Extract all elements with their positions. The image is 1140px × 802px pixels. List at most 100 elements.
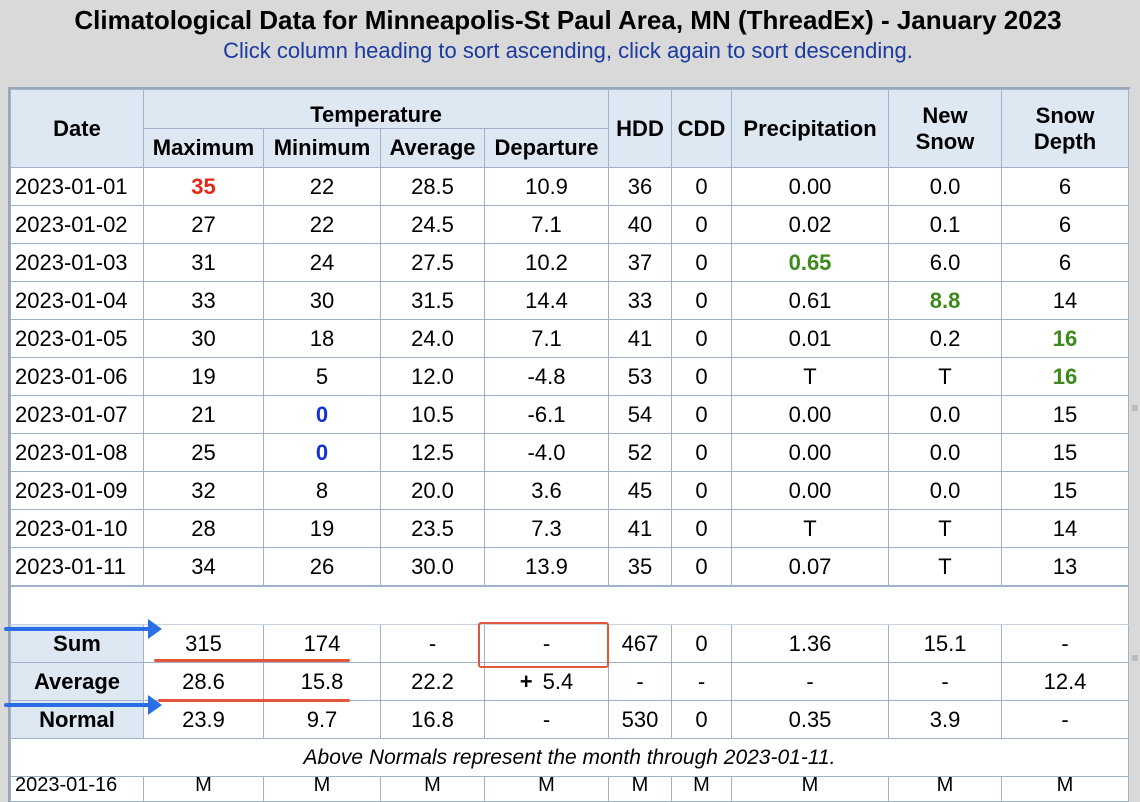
new-snow-cell: 8.8 (888, 281, 1003, 320)
min-cell: M (263, 776, 381, 802)
new-snow-cell: T (888, 357, 1003, 396)
min-cell: 9.7 (263, 700, 381, 739)
normals-note: Above Normals represent the month throug… (9, 738, 1130, 777)
summary-row-sum: Sum 315 174- -467 0 1.36 15.1- (10, 624, 1130, 663)
avg-cell: 28.5 (380, 167, 485, 206)
snow-depth-cell: 16 (1001, 357, 1130, 396)
normal-underline (158, 699, 350, 702)
new-snow-cell: 0.2 (888, 319, 1003, 358)
cdd-cell: 0 (671, 700, 733, 739)
column-header-snow-depth[interactable]: Snow Depth (1001, 89, 1130, 168)
cdd-cell: 0 (671, 471, 733, 510)
table-row: 2023-01-08 25 0 12.5 -4.0 52 0 0.00 0.0 15 (10, 433, 1130, 472)
summary-separator (9, 585, 1130, 625)
climate-table-container: Date Temperature HDD CDD Precipitation N… (8, 87, 1130, 802)
snow-depth-cell: 14 (1001, 509, 1130, 548)
min-cell: 15.8 (263, 662, 381, 701)
hdd-cell: 467 (608, 624, 673, 663)
max-cell: 35 (143, 167, 264, 206)
min-cell: 30 (263, 281, 381, 320)
average-arrow-icon (4, 627, 150, 631)
snow-depth-cell: 16 (1001, 319, 1130, 358)
precip-cell: 0.00 (731, 167, 890, 206)
date-cell: 2023-01-05 (10, 319, 144, 358)
table-row: 2023-01-11 34 26 30.0 13.9 35 0 0.07 T 13 (10, 547, 1130, 587)
snow-depth-cell: - (1001, 624, 1130, 663)
hdd-cell: 54 (608, 395, 673, 434)
precip-cell: 0.00 (731, 395, 890, 434)
avg-cell: 12.0 (380, 357, 485, 396)
table-row: 2023-01-02 27 22 24.5 7.1 40 0 0.02 0.1 6 (10, 205, 1130, 244)
new-snow-cell: 0.0 (888, 471, 1003, 510)
column-header-average[interactable]: Average (380, 128, 485, 168)
climate-table: Date Temperature HDD CDD Precipitation N… (9, 89, 1130, 802)
departure-cell: +5.4 (483, 662, 610, 701)
new-snow-cell: T (888, 547, 1003, 587)
column-header-minimum[interactable]: Minimum (263, 128, 381, 168)
avg-cell: 12.5 (380, 433, 485, 472)
new-snow-cell: 0.0 (888, 167, 1003, 206)
snow-depth-label-line2: Depth (1033, 128, 1097, 154)
min-cell: 0 (263, 433, 381, 472)
snow-depth-cell: 14 (1001, 281, 1130, 320)
column-header-date[interactable]: Date (10, 89, 144, 168)
precip-cell: - (731, 662, 890, 701)
summary-rows: Sum 315 174- -467 0 1.36 15.1- Average 28.6 15.8… (9, 585, 1130, 802)
snow-depth-cell: 6 (1001, 167, 1130, 206)
departure-cell: 13.9 (483, 547, 610, 587)
date-cell: 2023-01-07 (10, 395, 144, 434)
table-row-partial: 2023-01-16 M M M M M M M M M (10, 776, 1130, 802)
column-header-maximum[interactable]: Maximum (143, 128, 264, 168)
departure-cell: M (483, 776, 610, 802)
min-cell: 24 (263, 243, 381, 282)
snow-depth-cell: 15 (1001, 471, 1130, 510)
cdd-cell: 0 (671, 357, 733, 396)
max-cell: 33 (143, 281, 264, 320)
cdd-cell: 0 (671, 319, 733, 358)
table-row: 2023-01-06 19 5 12.0 -4.8 53 0 T T 16 (10, 357, 1130, 396)
column-header-new-snow[interactable]: New Snow (888, 89, 1003, 168)
cdd-cell: 0 (671, 167, 733, 206)
column-header-departure[interactable]: Departure (483, 128, 610, 168)
separator-cell (9, 585, 1130, 625)
max-cell: 28 (143, 509, 264, 548)
cdd-cell: 0 (671, 547, 733, 587)
summary-row-normal: Normal 23.9 9.7 16.8-530 0 0.35 3.9- (10, 700, 1130, 739)
precip-cell: 0.07 (731, 547, 890, 587)
precip-cell: 0.61 (731, 281, 890, 320)
avg-cell: 24.5 (380, 205, 485, 244)
precip-cell: 0.00 (731, 433, 890, 472)
hdd-cell: 53 (608, 357, 673, 396)
cdd-cell: 0 (671, 433, 733, 472)
table-row: 2023-01-05 30 18 24.0 7.1 41 0 0.01 0.2 16 (10, 319, 1130, 358)
departure-cell: - (483, 624, 610, 663)
min-cell: 0 (263, 395, 381, 434)
date-cell: 2023-01-03 (10, 243, 144, 282)
new-snow-cell: M (888, 776, 1003, 802)
new-snow-cell: - (888, 662, 1003, 701)
min-cell: 22 (263, 167, 381, 206)
average-underline (154, 659, 350, 662)
departure-cell: 14.4 (483, 281, 610, 320)
departure-cell: 7.1 (483, 319, 610, 358)
new-snow-cell: 3.9 (888, 700, 1003, 739)
min-cell: 22 (263, 205, 381, 244)
snow-depth-label-line1: Snow (1035, 102, 1095, 128)
new-snow-cell: 0.0 (888, 433, 1003, 472)
date-cell: 2023-01-16 (10, 776, 144, 802)
min-cell: 19 (263, 509, 381, 548)
sort-instructions: Click column heading to sort ascending, … (223, 38, 913, 63)
min-cell: 5 (263, 357, 381, 396)
max-cell: 34 (143, 547, 264, 587)
precip-cell: T (731, 357, 890, 396)
column-header-cdd[interactable]: CDD (671, 89, 733, 168)
avg-cell: 27.5 (380, 243, 485, 282)
date-cell: 2023-01-06 (10, 357, 144, 396)
column-header-hdd[interactable]: HDD (608, 89, 673, 168)
column-header-precipitation[interactable]: Precipitation (731, 89, 890, 168)
min-cell: 174 (263, 624, 381, 663)
min-cell: 18 (263, 319, 381, 358)
precip-cell: 0.02 (731, 205, 890, 244)
hdd-cell: 33 (608, 281, 673, 320)
average-arrow-head-icon (148, 619, 162, 639)
